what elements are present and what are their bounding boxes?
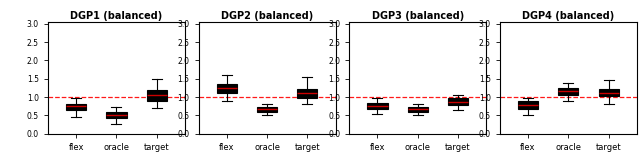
Title: DGP3 (balanced): DGP3 (balanced) — [372, 11, 464, 21]
PathPatch shape — [408, 107, 428, 112]
PathPatch shape — [518, 101, 538, 109]
PathPatch shape — [66, 104, 86, 110]
PathPatch shape — [558, 88, 579, 95]
Title: DGP4 (balanced): DGP4 (balanced) — [522, 11, 614, 21]
PathPatch shape — [367, 103, 387, 109]
PathPatch shape — [106, 112, 127, 118]
Title: DGP1 (balanced): DGP1 (balanced) — [70, 11, 163, 21]
Title: DGP2 (balanced): DGP2 (balanced) — [221, 11, 313, 21]
PathPatch shape — [147, 90, 167, 101]
PathPatch shape — [217, 84, 237, 93]
PathPatch shape — [448, 98, 468, 105]
PathPatch shape — [257, 107, 277, 112]
PathPatch shape — [598, 89, 619, 96]
PathPatch shape — [298, 89, 317, 98]
